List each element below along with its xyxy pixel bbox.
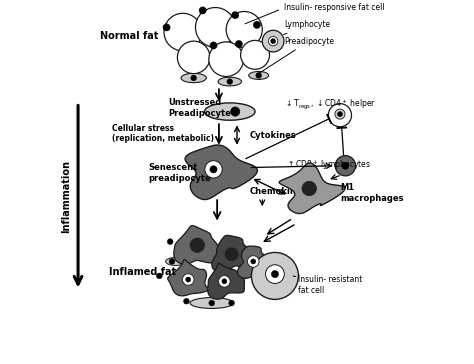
Text: Unstressed
Preadipocyte: Unstressed Preadipocyte bbox=[168, 98, 231, 118]
Circle shape bbox=[265, 265, 284, 284]
Text: Cellular stress
(replication, metabolic): Cellular stress (replication, metabolic) bbox=[112, 123, 214, 143]
Text: M1
macrophages: M1 macrophages bbox=[340, 183, 403, 202]
Circle shape bbox=[268, 36, 278, 46]
Circle shape bbox=[210, 166, 217, 173]
Text: $\uparrow$CD8$^+$ lymphocytes: $\uparrow$CD8$^+$ lymphocytes bbox=[286, 158, 371, 171]
Circle shape bbox=[227, 79, 233, 84]
Circle shape bbox=[251, 253, 299, 300]
Circle shape bbox=[164, 13, 201, 51]
Ellipse shape bbox=[249, 71, 269, 79]
Text: Normal fat: Normal fat bbox=[100, 31, 158, 41]
Circle shape bbox=[156, 273, 162, 279]
Circle shape bbox=[302, 181, 317, 196]
Circle shape bbox=[262, 30, 284, 52]
Circle shape bbox=[230, 107, 240, 116]
Ellipse shape bbox=[204, 103, 255, 120]
Circle shape bbox=[232, 12, 239, 19]
Circle shape bbox=[271, 39, 276, 44]
Circle shape bbox=[210, 42, 217, 49]
Circle shape bbox=[335, 109, 345, 119]
Text: Lymphocyte: Lymphocyte bbox=[283, 20, 330, 35]
Circle shape bbox=[163, 24, 170, 31]
Polygon shape bbox=[185, 145, 257, 199]
Text: Cytokines: Cytokines bbox=[250, 131, 296, 139]
Circle shape bbox=[219, 276, 230, 287]
Circle shape bbox=[195, 8, 235, 47]
Polygon shape bbox=[279, 163, 345, 214]
Circle shape bbox=[177, 41, 210, 74]
Circle shape bbox=[337, 111, 343, 116]
Polygon shape bbox=[208, 263, 245, 299]
Circle shape bbox=[209, 42, 244, 76]
Text: $\downarrow$T$_{\rm regs}$, $\downarrow$CD4$^+$ helper: $\downarrow$T$_{\rm regs}$, $\downarrow$… bbox=[284, 98, 376, 111]
Ellipse shape bbox=[181, 73, 206, 83]
Polygon shape bbox=[212, 236, 256, 273]
Text: Chemokines: Chemokines bbox=[250, 186, 307, 195]
Circle shape bbox=[190, 238, 204, 253]
Circle shape bbox=[228, 300, 235, 306]
Circle shape bbox=[186, 277, 191, 282]
Circle shape bbox=[205, 161, 222, 178]
Ellipse shape bbox=[190, 298, 233, 308]
Text: Inflamed fat: Inflamed fat bbox=[109, 267, 176, 277]
Circle shape bbox=[256, 72, 262, 78]
Ellipse shape bbox=[218, 77, 242, 86]
Text: Preadipocyte: Preadipocyte bbox=[257, 37, 334, 74]
Circle shape bbox=[251, 259, 256, 264]
Circle shape bbox=[167, 239, 173, 245]
Circle shape bbox=[183, 298, 189, 304]
Text: Insulin- responsive fat cell: Insulin- responsive fat cell bbox=[245, 3, 384, 24]
Circle shape bbox=[209, 300, 215, 306]
Circle shape bbox=[226, 12, 262, 48]
Circle shape bbox=[235, 40, 242, 48]
Circle shape bbox=[271, 270, 279, 278]
Polygon shape bbox=[168, 260, 208, 296]
Circle shape bbox=[253, 21, 261, 28]
Ellipse shape bbox=[165, 257, 185, 265]
Circle shape bbox=[241, 40, 270, 69]
Polygon shape bbox=[237, 246, 276, 278]
Circle shape bbox=[222, 279, 227, 284]
Polygon shape bbox=[174, 226, 218, 264]
Circle shape bbox=[342, 162, 349, 169]
Circle shape bbox=[169, 258, 175, 264]
Circle shape bbox=[182, 274, 194, 285]
Text: Inflammation: Inflammation bbox=[62, 160, 72, 233]
Text: Insulin- resistant
fat cell: Insulin- resistant fat cell bbox=[293, 275, 363, 294]
Circle shape bbox=[247, 256, 259, 267]
Circle shape bbox=[191, 75, 197, 81]
Text: Senescent
preadipocyte: Senescent preadipocyte bbox=[148, 163, 211, 183]
Circle shape bbox=[225, 248, 238, 261]
Circle shape bbox=[199, 7, 206, 14]
Circle shape bbox=[328, 104, 352, 127]
Circle shape bbox=[335, 156, 356, 176]
